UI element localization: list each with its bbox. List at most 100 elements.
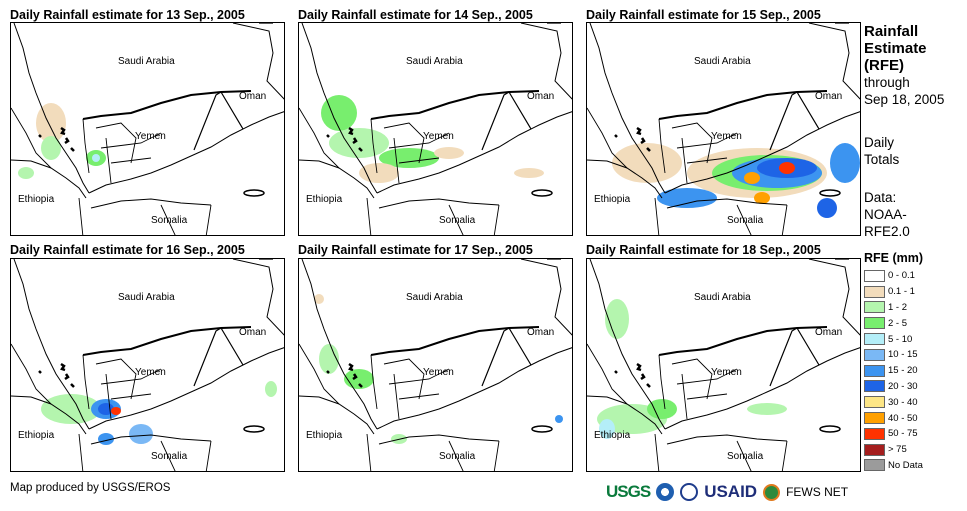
legend-swatch (864, 380, 885, 393)
legend-swatch (864, 443, 885, 456)
data-label: Data: (864, 190, 897, 205)
legend-label: 30 - 40 (888, 396, 918, 408)
country-label: Ethiopia (18, 194, 55, 205)
rain-cell (599, 419, 615, 439)
through-date: Sep 18, 2005 (864, 92, 945, 107)
legend-item: > 75 (864, 442, 923, 458)
country-label: Ethiopia (306, 194, 343, 205)
rain-cell (344, 369, 374, 389)
country-label: Ethiopia (306, 430, 343, 441)
rainfall-map: Saudi Arabia Oman Yemen Ethiopia Somalia (586, 22, 861, 236)
legend-label: 1 - 2 (888, 301, 908, 313)
rain-cell (747, 403, 787, 415)
rain-cell (18, 167, 34, 179)
rain-cell (754, 192, 770, 204)
rain-cell (92, 154, 100, 162)
country-label: Somalia (439, 215, 476, 226)
country-label: Oman (815, 91, 843, 102)
doc-seal-logo (680, 483, 699, 501)
rainfall-map: Saudi Arabia Oman Yemen Ethiopia Somalia (10, 22, 285, 236)
heading-line: Estimate (864, 40, 927, 57)
rain-cell (98, 403, 114, 415)
legend-swatch (864, 301, 885, 314)
country-label: Oman (239, 91, 267, 102)
country-label: Somalia (727, 451, 764, 462)
legend-item: 2 - 5 (864, 315, 923, 331)
country-label: Saudi Arabia (694, 292, 751, 303)
data-source-note: Data: NOAA- RFE2.0 (864, 189, 910, 240)
rain-cell (359, 163, 399, 183)
rain-cell (612, 143, 682, 183)
country-label: Saudi Arabia (406, 56, 463, 67)
legend-label: 0.1 - 1 (888, 286, 915, 298)
legend-item: 0 - 0.1 (864, 268, 923, 284)
legend-item: 40 - 50 (864, 410, 923, 426)
country-label: Oman (527, 327, 555, 338)
legend-item: 5 - 10 (864, 331, 923, 347)
legend-item: 0.1 - 1 (864, 284, 923, 300)
legend-label: 50 - 75 (888, 428, 918, 440)
legend-swatch (864, 285, 885, 298)
country-label: Yemen (135, 131, 166, 142)
rainfall-map: Saudi Arabia Oman Yemen Ethiopia Somalia (586, 258, 861, 472)
map-title: Daily Rainfall estimate for 17 Sep., 200… (298, 243, 533, 257)
totals-label: Totals (864, 152, 900, 167)
rain-cell (434, 147, 464, 159)
legend-item: 20 - 30 (864, 379, 923, 395)
rainfall-map: Saudi Arabia Oman Yemen Ethiopia Somalia (298, 258, 573, 472)
legend-swatch (864, 333, 885, 346)
legend-item: 30 - 40 (864, 394, 923, 410)
country-label: Somalia (727, 215, 764, 226)
usgs-text: USGS (606, 482, 651, 501)
legend-swatch (864, 317, 885, 330)
rain-cell (319, 344, 339, 374)
country-label: Ethiopia (594, 430, 631, 441)
fews-globe-icon (763, 483, 781, 501)
country-label: Yemen (711, 367, 742, 378)
basemap (587, 259, 860, 471)
rain-cell (657, 188, 717, 208)
through-label: through (864, 75, 910, 90)
country-label: Yemen (423, 367, 454, 378)
rain-cell (41, 136, 61, 160)
map-title: Daily Rainfall estimate for 16 Sep., 200… (10, 243, 245, 257)
rain-cell (265, 381, 277, 397)
heading-line: (RFE) (864, 57, 904, 74)
rain-cell (744, 172, 760, 184)
usgs-logo: USGS (606, 483, 651, 500)
rainfall-map: Saudi Arabia Oman Yemen Ethiopia Somalia (298, 22, 573, 236)
rain-cell (329, 128, 389, 158)
country-label: Oman (815, 327, 843, 338)
legend-swatch (864, 348, 885, 361)
map-title: Daily Rainfall estimate for 18 Sep., 200… (586, 243, 821, 257)
map-title: Daily Rainfall estimate for 14 Sep., 200… (298, 8, 533, 22)
legend-item: 50 - 75 (864, 426, 923, 442)
map-title: Daily Rainfall estimate for 15 Sep., 200… (586, 8, 821, 22)
rain-cell (605, 299, 629, 339)
data-source: NOAA- (864, 207, 907, 222)
country-label: Saudi Arabia (406, 292, 463, 303)
noaa-logo (656, 483, 675, 501)
legend-item: 15 - 20 (864, 363, 923, 379)
usaid-logo: USAID (704, 482, 757, 502)
map-credit: Map produced by USGS/EROS (10, 482, 171, 494)
country-label: Saudi Arabia (118, 56, 175, 67)
legend-label: 40 - 50 (888, 412, 918, 424)
rain-cell (111, 407, 121, 415)
country-label: Yemen (135, 367, 166, 378)
country-label: Oman (239, 327, 267, 338)
legend-label: 5 - 10 (888, 333, 913, 345)
country-label: Ethiopia (594, 194, 631, 205)
rain-cell (314, 294, 324, 304)
country-label: Yemen (423, 131, 454, 142)
legend: RFE (mm) 0 - 0.1 0.1 - 1 1 - 2 2 - 5 5 - 10 1… (864, 251, 923, 473)
legend-label: 15 - 20 (888, 365, 918, 377)
usaid-text: USAID (704, 482, 758, 501)
rain-cell (514, 168, 544, 178)
daily-label: Daily (864, 135, 895, 150)
rain-cell (321, 95, 357, 131)
rain-cell (779, 162, 795, 174)
legend-item: 1 - 2 (864, 300, 923, 316)
country-label: Somalia (439, 451, 476, 462)
